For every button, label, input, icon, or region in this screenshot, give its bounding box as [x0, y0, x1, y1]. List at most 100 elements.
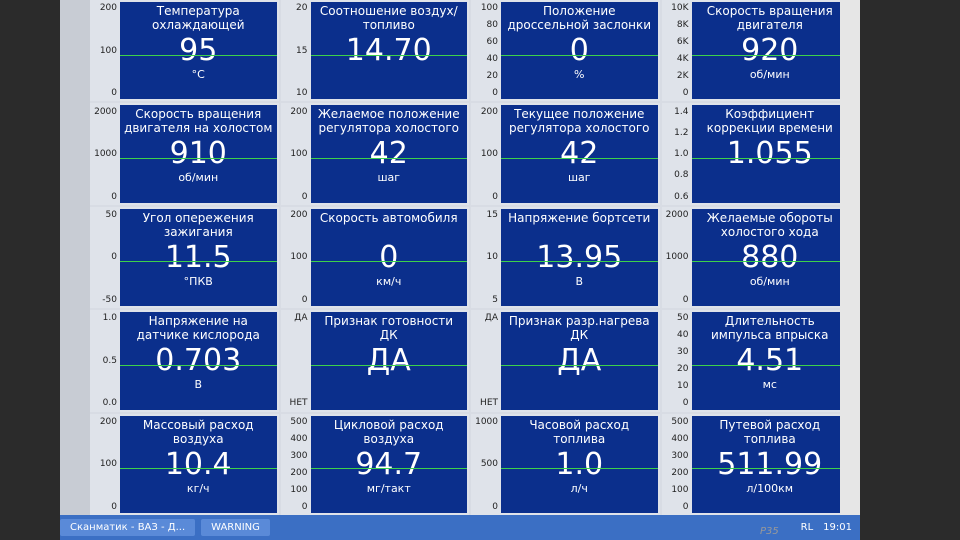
gauge-title: Скорость автомобиля	[319, 210, 458, 225]
gauge-panel: 200 100 0 Желаемое положение регулятора хол…	[280, 103, 469, 205]
scrollbar[interactable]	[840, 0, 860, 515]
gauge-unit: шаг	[567, 171, 591, 185]
tick-label: 0.5	[102, 355, 117, 366]
tick-label: 30	[677, 347, 689, 358]
gauge-value: 511.99	[717, 446, 823, 482]
tick-label: 100	[671, 484, 689, 495]
taskbar-item[interactable]: Сканматик - ВАЗ - Д...	[60, 519, 196, 536]
gauge-title: Напряжение на датчике кислорода	[136, 314, 260, 343]
tick-label: 40	[677, 330, 689, 341]
gauge-body: Желаемые обороты холостого хода 880 об/мин	[691, 208, 848, 307]
gauge-value: 0.703	[155, 343, 242, 379]
tick-label: 60	[486, 37, 498, 48]
taskbar-item[interactable]: WARNING	[201, 519, 270, 536]
tick-label: 6K	[676, 37, 689, 48]
tick-label: 0	[492, 191, 498, 202]
gauge-unit: об/мин	[749, 68, 790, 81]
gauge-unit: В	[575, 274, 584, 288]
gauge-unit: км/ч	[376, 274, 402, 288]
gauge-value: ДА	[557, 343, 602, 379]
gauge-body: Положение дроссельной заслонки 0%	[501, 2, 658, 100]
tick-label: 40	[486, 54, 498, 65]
axis: 15 10 5	[471, 207, 501, 308]
gauge-unit: В	[194, 378, 203, 392]
gauge-value: 920	[741, 33, 799, 68]
gauge-title: Признак разр.нагрева ДК	[508, 314, 650, 343]
tick-label: ДА	[294, 313, 308, 324]
gauge-unit: об/мин	[178, 171, 219, 185]
tick-label: 100	[290, 484, 308, 495]
tick-label: 0	[682, 501, 689, 512]
tick-label: 2000	[94, 106, 117, 117]
gauge-panel: 500 400 300 200 100 0 Цикловой расход воздуха 9…	[280, 413, 469, 515]
gauge-unit: °ПКВ	[183, 274, 213, 288]
axis: 200 100 0	[281, 207, 311, 308]
trend-line	[120, 54, 277, 56]
gauge-value: 94.7	[355, 446, 423, 482]
gauge-value: 42	[560, 136, 599, 172]
gauge-body: Часовой расход топлива 1.0 л/ч	[501, 415, 658, 513]
gauge-unit: шаг	[377, 171, 401, 185]
axis: 200 100 0	[90, 0, 120, 101]
gauge-body: Скорость вращения двигателя 920 об/мин	[691, 2, 848, 100]
gauge-body: Признак готовности ДК ДА	[310, 312, 467, 410]
gauge-panel: 200 100 0 Массовый расход воздуха 10.4 кг/ч	[90, 413, 279, 515]
axis: 1.0 0.5 0.0	[90, 310, 120, 411]
tick-label: 500	[290, 416, 308, 427]
gauge-panel: 2000 1000 0 Желаемые обороты холостого хода…	[661, 206, 850, 309]
gauge-body: Путевой расход топлива 511.99 л/100км	[691, 415, 848, 513]
trend-line	[691, 468, 848, 470]
gauge-panel: 200 100 0 Температура охлаждающей жидкости9…	[90, 0, 279, 102]
tick-label: 300	[290, 450, 308, 461]
gauge-unit: об/мин	[749, 274, 790, 288]
tick-label: 0	[111, 88, 117, 99]
tick-label: 0	[111, 501, 117, 512]
tick-label: 200	[99, 3, 117, 14]
gauge-panel: ДА НЕТ Признак готовности ДК ДА	[280, 310, 469, 412]
axis: 50 0 -50	[90, 207, 120, 308]
gauge-value: 95	[179, 33, 218, 68]
tick-label: 500	[480, 459, 498, 470]
gauge-title: Часовой расход топлива	[529, 417, 630, 446]
gauge-unit: л/100км	[746, 481, 794, 495]
axis: 500 400 300 200 100 0	[662, 414, 692, 515]
tick-label: 0	[301, 501, 308, 512]
trend-line	[310, 261, 467, 263]
gauge-title: Температура охлаждающей жидкости	[151, 4, 245, 34]
gauge-value: 880	[741, 239, 799, 275]
trend-line	[310, 468, 467, 470]
tick-label: НЕТ	[289, 398, 308, 409]
trend-line	[120, 261, 277, 263]
tick-label: 5	[492, 295, 498, 306]
tick-label: 0.0	[102, 398, 117, 409]
gauge-body: Признак разр.нагрева ДК ДА	[501, 312, 658, 410]
gauge-value: 14.70	[345, 33, 432, 68]
gauge-unit: °C	[191, 68, 205, 81]
tick-label: 0	[111, 191, 117, 202]
tick-label: 1000	[475, 416, 498, 427]
gauge-panel: 100 80 60 40 20 0 Положение дроссельной заслон…	[471, 0, 660, 102]
gauge-title: Текущее положение регулятора холостого х…	[509, 107, 650, 137]
gauge-unit: мс	[762, 378, 777, 392]
tray: RL 19:01	[801, 522, 860, 533]
gauge-title: Цикловой расход воздуха	[333, 417, 444, 446]
tick-label: 200	[290, 209, 308, 220]
tick-label: 10	[677, 381, 689, 392]
trend-line	[691, 364, 848, 366]
gauge-body: Длительность импульса впрыска 4.51 мс	[691, 312, 848, 410]
trend-line	[691, 54, 848, 56]
tick-label: 1.0	[102, 313, 117, 324]
trend-line	[501, 468, 658, 470]
gauge-body: Напряжение бортсети 13.95 В	[501, 208, 658, 307]
tick-label: 80	[486, 20, 498, 31]
tick-label: 200	[290, 106, 308, 117]
tick-label: 100	[99, 45, 117, 56]
tick-label: 10	[296, 88, 308, 99]
gauge-panel: ДА НЕТ Признак разр.нагрева ДК ДА	[471, 310, 660, 412]
axis: 1.4 1.2 1.0 0.8 0.6	[662, 103, 692, 204]
trend-line	[310, 157, 467, 159]
gauge-panel: 200 100 0 Скорость автомобиля 0 км/ч	[280, 206, 469, 309]
tick-label: 400	[671, 433, 689, 444]
tick-label: 1.2	[674, 127, 689, 138]
tick-label: 100	[290, 252, 308, 263]
